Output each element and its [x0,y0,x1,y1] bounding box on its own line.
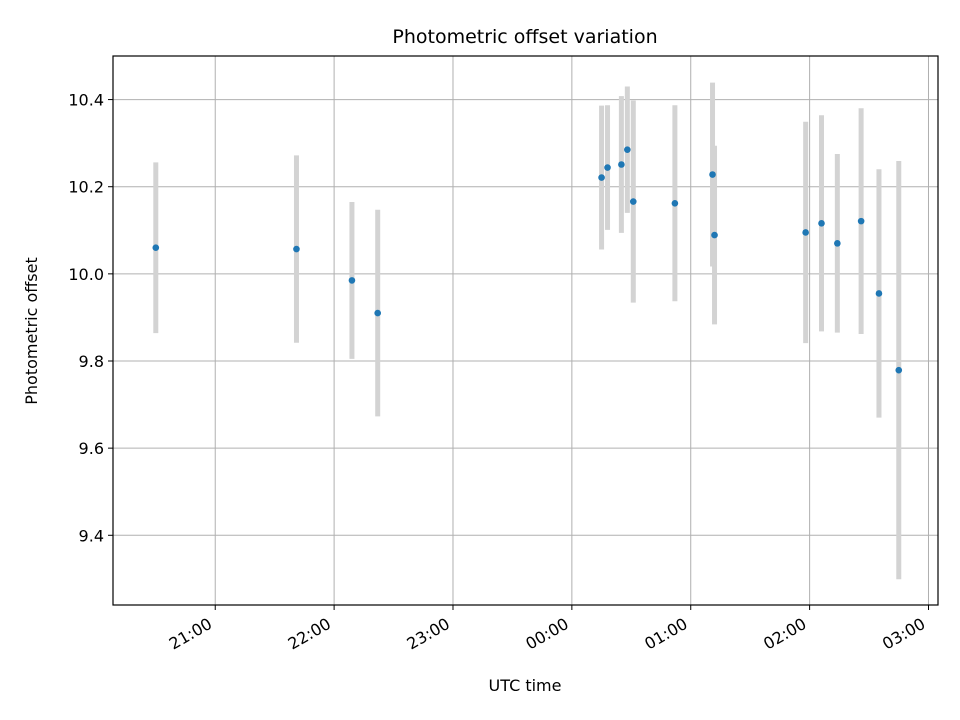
data-point [624,146,631,153]
y-tick-label: 9.4 [79,526,104,545]
y-tick-label: 9.6 [79,439,104,458]
data-point [152,244,160,252]
y-tick-label: 10.0 [68,265,104,284]
data-point [629,198,637,205]
data-point [598,174,605,181]
y-tick-label: 10.4 [68,91,104,110]
y-axis-label: Photometric offset [22,257,41,405]
plot-frame [112,55,939,606]
grid [113,56,938,605]
data-point [895,366,903,374]
chart-title: Photometric offset variation [392,26,657,48]
y-tick-label: 10.2 [68,178,104,197]
y-axis-ticks: 9.4 9.6 9.8 10.0 10.2 10.4 [68,91,113,545]
data-point [604,164,611,171]
data-point [857,217,865,225]
data-point [618,161,625,168]
data-point [374,309,381,317]
data-points [152,146,903,374]
data-point [802,229,809,236]
data-point [875,290,883,297]
data-point [834,240,841,247]
data-point [709,171,716,178]
data-point [293,245,300,253]
data-point [711,231,718,239]
x-axis-label: UTC time [489,676,562,695]
data-point [671,199,679,207]
data-point [348,277,356,284]
y-tick-label: 9.8 [79,352,104,371]
data-point [818,220,825,227]
